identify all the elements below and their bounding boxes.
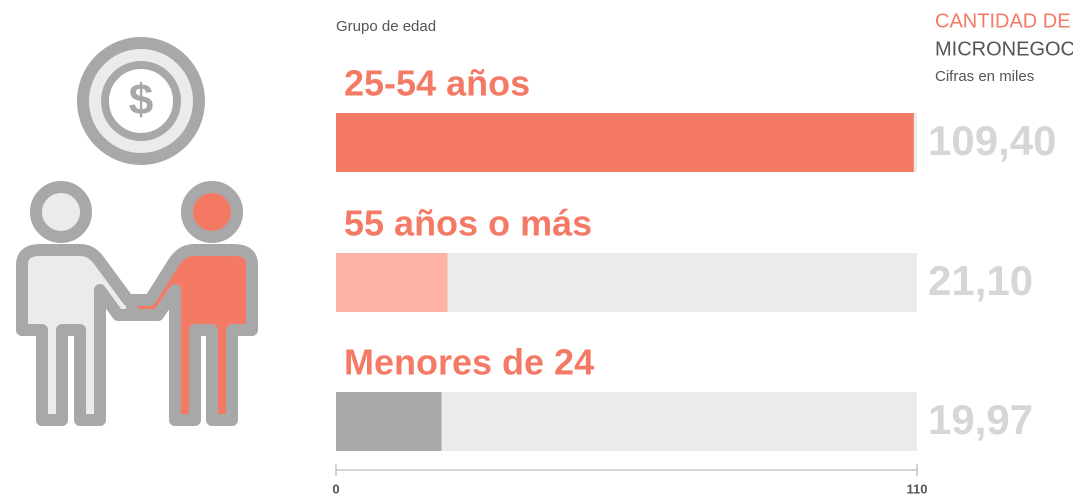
x-tick-label: 0 xyxy=(332,481,339,496)
bar xyxy=(336,253,448,312)
category-label: 25-54 años xyxy=(344,63,530,104)
x-tick-label: 110 xyxy=(907,481,928,496)
value-label: 21,10 xyxy=(928,257,1033,304)
handshake-icon: $ xyxy=(16,37,258,426)
bar xyxy=(336,392,442,451)
category-label: Menores de 24 xyxy=(344,342,594,383)
value-header: MICRONEGOCIOS xyxy=(935,38,1073,60)
value-label: 109,40 xyxy=(928,117,1056,164)
value-header: CANTIDAD DE xyxy=(935,10,1071,32)
axis-title: Grupo de edad xyxy=(336,18,436,35)
bar xyxy=(336,113,914,172)
svg-text:$: $ xyxy=(129,76,153,125)
category-label: 55 años o más xyxy=(344,203,592,244)
note: Cifras en miles xyxy=(935,68,1034,85)
value-label: 19,97 xyxy=(928,396,1033,443)
